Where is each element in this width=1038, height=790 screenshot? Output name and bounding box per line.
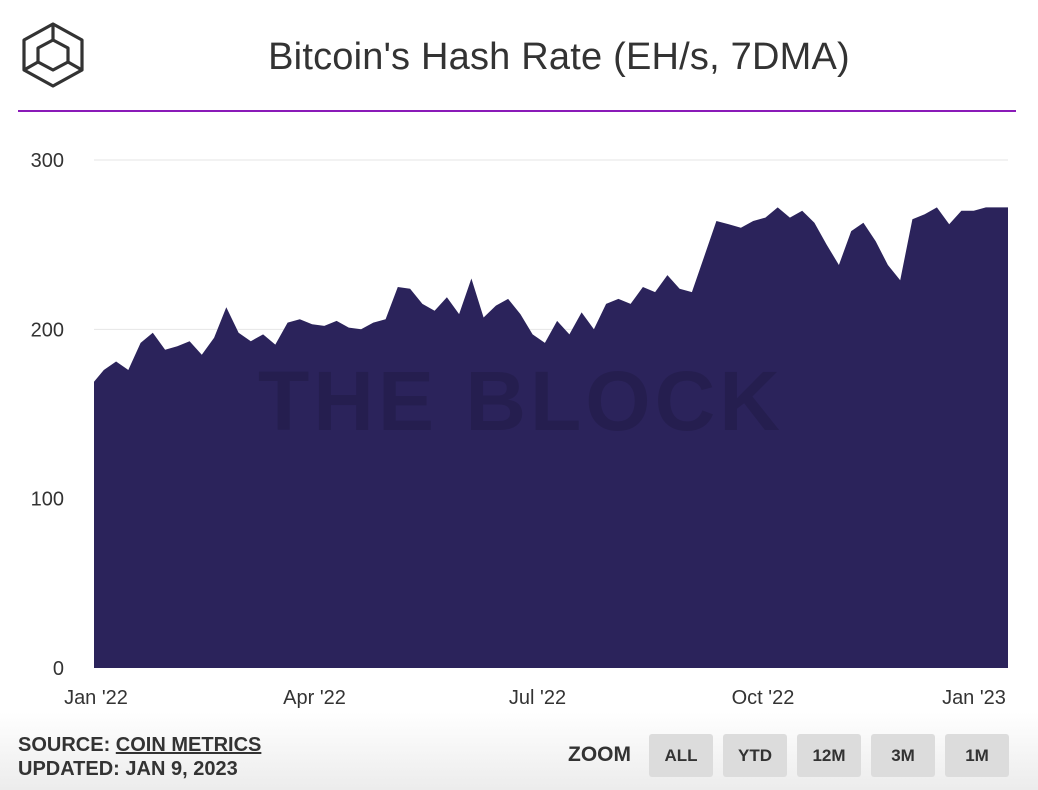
zoom-all-button[interactable]: ALL xyxy=(649,734,713,777)
zoom-12m-button[interactable]: 12M xyxy=(797,734,861,777)
y-tick-label: 100 xyxy=(31,489,64,511)
x-tick-label: Jul '22 xyxy=(509,687,566,709)
cube-logo-icon xyxy=(22,22,84,88)
zoom-ytd-button[interactable]: YTD xyxy=(723,734,787,777)
source-link[interactable]: COIN METRICS xyxy=(115,734,262,756)
updated-date: UPDATED: JAN 9, 2023 xyxy=(18,758,238,780)
source-label: SOURCE: xyxy=(18,734,116,756)
zoom-1m-button[interactable]: 1M xyxy=(945,734,1009,777)
chart-title: Bitcoin's Hash Rate (EH/s, 7DMA) xyxy=(268,36,850,78)
x-tick-label: Jan '23 xyxy=(942,687,1006,709)
watermark-text: THE BLOCK xyxy=(258,354,784,448)
x-tick-label: Apr '22 xyxy=(283,687,346,709)
x-tick-label: Jan '22 xyxy=(64,687,128,709)
y-tick-label: 0 xyxy=(53,658,64,680)
y-tick-label: 200 xyxy=(31,319,64,341)
hash-rate-area xyxy=(94,207,1008,668)
title-divider xyxy=(18,110,1016,112)
zoom-3m-button[interactable]: 3M xyxy=(871,734,935,777)
y-tick-label: 300 xyxy=(31,150,64,172)
source-block: SOURCE: COIN METRICS UPDATED: JAN 9, 202… xyxy=(18,733,261,781)
footer-bar xyxy=(0,712,1038,790)
zoom-label: ZOOM xyxy=(568,743,631,766)
hash-rate-chart: 0 100 200 300 THE BLOCK Jan '22 Apr '22 Jul '22… xyxy=(31,150,1008,709)
x-tick-label: Oct '22 xyxy=(732,687,795,709)
